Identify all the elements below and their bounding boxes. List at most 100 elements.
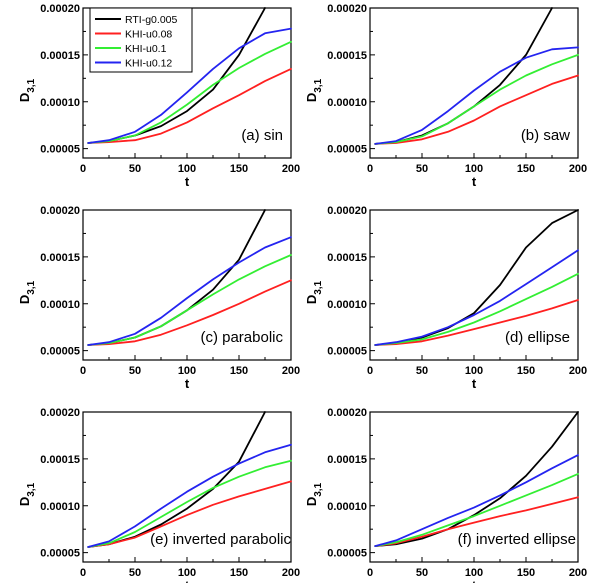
y-axis-label: D3,1	[304, 280, 324, 304]
panel-annotation: (d) ellipse	[505, 329, 570, 346]
x-tick-label: 0	[80, 365, 86, 377]
x-tick-label: 0	[367, 365, 373, 377]
y-tick-label: 0.00005	[327, 144, 367, 156]
y-tick-label: 0.00010	[40, 501, 80, 513]
series-line-KHI-u0.1	[374, 54, 579, 145]
y-axis-label-main: D	[304, 497, 319, 506]
y-tick-label: 0.00005	[40, 144, 80, 156]
y-axis-label-subscript: 3,1	[26, 280, 37, 294]
y-tick-label: 0.00010	[327, 299, 367, 311]
series-line-KHI-u0.1	[87, 254, 292, 346]
y-axis-label-subscript: 3,1	[26, 482, 37, 496]
panel-b: 0 50 100 150 200 0.00005 0.00010 0.00015 0.00020…	[304, 3, 587, 189]
series-line-RTI-g0.005	[374, 411, 579, 547]
x-tick-label: 100	[465, 163, 483, 175]
series-line-KHI-u0.1	[87, 40, 292, 144]
legend: RTI-g0.005 KHI-u0.08 KHI-u0.1 KHI-u0.12	[89, 7, 193, 73]
y-tick-label: 0.00020	[327, 407, 367, 419]
y-axis-label-subscript: 3,1	[313, 482, 324, 496]
y-tick-label: 0.00005	[327, 548, 367, 560]
y-tick-label: 0.00010	[40, 97, 80, 109]
y-tick-label: 0.00015	[40, 252, 80, 264]
x-tick-label: 100	[178, 163, 196, 175]
panel-e: 0 50 100 150 200 0.00005 0.00010 0.00015 0.00020…	[17, 407, 300, 583]
x-tick-label: 150	[517, 365, 535, 377]
series-line-KHI-u0.1	[374, 272, 579, 346]
y-axis-label-subscript: 3,1	[313, 78, 324, 92]
x-tick-label: 200	[569, 365, 587, 377]
x-tick-label: 200	[569, 163, 587, 175]
y-tick-label: 0.00015	[40, 454, 80, 466]
x-tick-label: 0	[367, 567, 373, 579]
x-tick-label: 0	[367, 163, 373, 175]
x-tick-label: 50	[129, 567, 141, 579]
y-tick-label: 0.00015	[327, 454, 367, 466]
series-line-KHI-u0.08	[87, 480, 292, 548]
y-axis-label-main: D	[17, 93, 32, 102]
panel-a: 0 50 100 150 200 0.00005 0.00010 0.00015 0.00020…	[17, 3, 300, 189]
y-tick-label: 0.00010	[327, 97, 367, 109]
series-line-KHI-u0.1	[87, 459, 292, 548]
y-tick-label: 0.00005	[40, 548, 80, 560]
y-tick-label: 0.00005	[40, 346, 80, 358]
x-tick-label: 150	[517, 163, 535, 175]
series-line-KHI-u0.08	[374, 299, 579, 346]
x-axis-label: t	[472, 578, 477, 583]
x-tick-label: 50	[129, 163, 141, 175]
series-line-KHI-u0.08	[374, 496, 579, 547]
y-tick-label: 0.00020	[327, 205, 367, 217]
panel-annotation: (f) inverted ellipse	[458, 531, 576, 548]
panel-c: 0 50 100 150 200 0.00005 0.00010 0.00015 0.00020…	[17, 205, 300, 391]
series-line-RTI-g0.005	[374, 209, 579, 346]
x-tick-label: 100	[465, 567, 483, 579]
y-tick-label: 0.00015	[327, 50, 367, 62]
series-line-KHI-u0.1	[374, 473, 579, 547]
x-tick-label: 200	[282, 365, 300, 377]
x-tick-label: 150	[517, 567, 535, 579]
y-axis-label: D3,1	[17, 482, 37, 506]
x-axis-label: t	[185, 376, 190, 391]
y-axis-label-main: D	[17, 497, 32, 506]
y-axis-label-main: D	[304, 295, 319, 304]
series-line-KHI-u0.08	[87, 68, 292, 144]
x-axis-label: t	[185, 174, 190, 189]
series-line-KHI-u0.12	[87, 236, 292, 346]
y-axis-label: D3,1	[304, 78, 324, 102]
panel-f: 0 50 100 150 200 0.00005 0.00010 0.00015 0.00020…	[304, 407, 587, 583]
legend-label: KHI-u0.12	[125, 58, 172, 70]
series-line-KHI-u0.12	[374, 46, 579, 145]
x-tick-label: 150	[230, 163, 248, 175]
x-tick-label: 50	[129, 365, 141, 377]
series-line-KHI-u0.08	[87, 279, 292, 346]
x-tick-label: 100	[465, 365, 483, 377]
y-tick-label: 0.00020	[327, 3, 367, 15]
panel-annotation: (b) saw	[521, 127, 570, 144]
x-tick-label: 0	[80, 163, 86, 175]
y-tick-label: 0.00010	[327, 501, 367, 513]
x-tick-label: 200	[569, 567, 587, 579]
y-axis-label-main: D	[17, 295, 32, 304]
series-line-RTI-g0.005	[87, 209, 266, 346]
y-tick-label: 0.00005	[327, 346, 367, 358]
y-axis-label: D3,1	[304, 482, 324, 506]
series-line-KHI-u0.12	[374, 249, 579, 346]
y-tick-label: 0.00020	[40, 3, 80, 15]
legend-label: KHI-u0.1	[125, 43, 167, 55]
series-line-KHI-u0.12	[374, 454, 579, 547]
panel-d: 0 50 100 150 200 0.00005 0.00010 0.00015 0.00020…	[304, 205, 587, 391]
y-axis-label-main: D	[304, 93, 319, 102]
panel-annotation: (c) parabolic	[200, 329, 283, 346]
x-tick-label: 200	[282, 567, 300, 579]
y-axis-label: D3,1	[17, 280, 37, 304]
series-line-KHI-u0.08	[374, 74, 579, 145]
x-tick-label: 100	[178, 365, 196, 377]
x-axis-label: t	[185, 578, 190, 583]
x-tick-label: 150	[230, 567, 248, 579]
y-tick-label: 0.00015	[40, 50, 80, 62]
x-tick-label: 200	[282, 163, 300, 175]
legend-label: RTI-g0.005	[125, 14, 177, 26]
y-tick-label: 0.00020	[40, 205, 80, 217]
x-tick-label: 150	[230, 365, 248, 377]
series-line-RTI-g0.005	[87, 411, 266, 548]
